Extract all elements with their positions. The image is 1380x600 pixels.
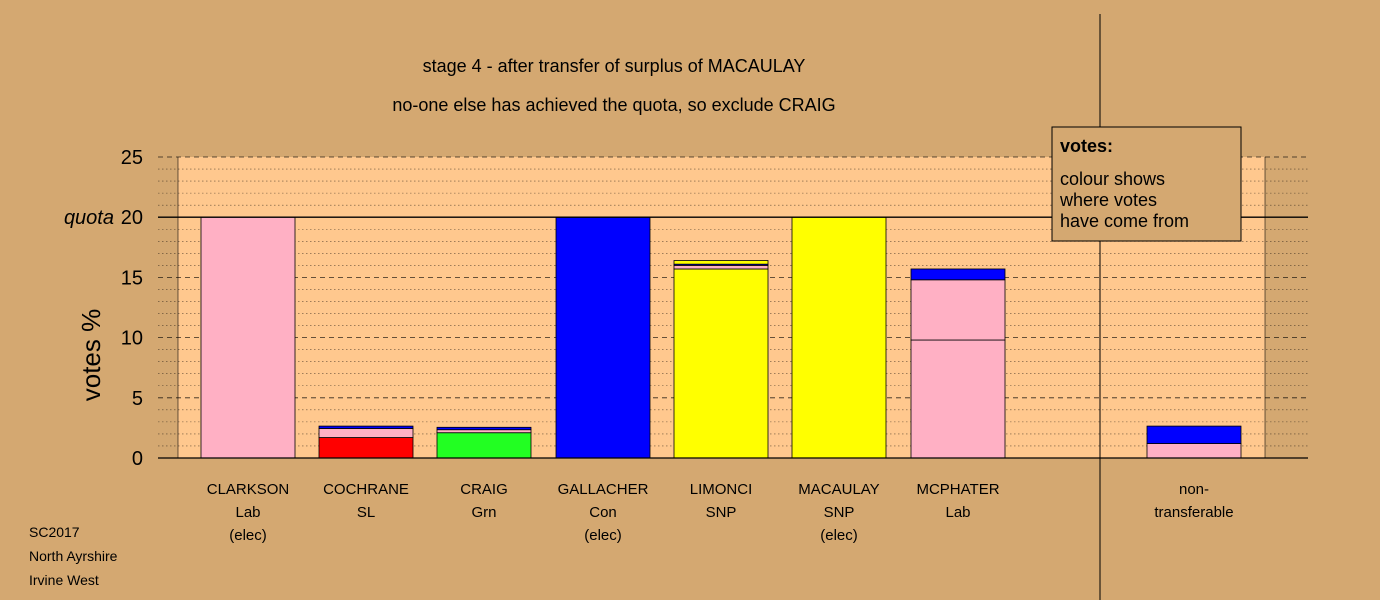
bar-segment xyxy=(1146,443,1242,459)
bar-gallacher xyxy=(555,216,651,459)
x-tick-label: MACAULAY xyxy=(798,481,879,498)
bar-segment xyxy=(436,429,532,434)
y-tick-label: 20 xyxy=(121,207,143,229)
footer: SC2017 North Ayrshire Irvine West xyxy=(29,520,117,592)
y-tick-label: 5 xyxy=(132,388,143,410)
bars xyxy=(200,216,1242,459)
bar-segment xyxy=(910,268,1006,281)
bar-mcphater xyxy=(910,268,1006,459)
bar-segment xyxy=(555,216,651,459)
legend-title: votes: xyxy=(1060,136,1113,156)
x-tick-label: CRAIG xyxy=(460,481,508,498)
chart-subtitle: no-one else has achieved the quota, so e… xyxy=(392,95,835,115)
bar-segment xyxy=(200,216,296,459)
y-tick-label: 15 xyxy=(121,267,143,289)
bar-segment xyxy=(318,428,414,438)
bar-segment xyxy=(318,425,414,429)
x-tick-label: COCHRANE xyxy=(323,481,409,498)
bar-segment xyxy=(910,339,1006,459)
bar-segment xyxy=(910,279,1006,341)
legend-line: where votes xyxy=(1059,190,1157,210)
bar-segment xyxy=(436,426,532,431)
footer-line: Irvine West xyxy=(29,572,99,588)
x-tick-label: Grn xyxy=(471,504,496,521)
chart-title: stage 4 - after transfer of surplus of M… xyxy=(423,56,806,76)
bar-segment xyxy=(791,216,887,459)
x-tick-label: Con xyxy=(589,504,617,521)
bar-segment xyxy=(436,432,532,459)
x-tick-label: (elec) xyxy=(584,527,622,544)
bar-macaulay xyxy=(791,216,887,459)
x-tick-label: SNP xyxy=(824,504,855,521)
x-tick-label: transferable xyxy=(1154,504,1233,521)
x-tick-label: (elec) xyxy=(229,527,267,544)
bar-clarkson xyxy=(200,216,296,459)
footer-line: North Ayrshire xyxy=(29,548,118,564)
bar-segment xyxy=(673,268,769,459)
x-tick-label: MCPHATER xyxy=(916,481,999,498)
quota-label: quota xyxy=(64,207,114,229)
bar-segment xyxy=(673,260,769,265)
y-axis-label: votes % xyxy=(76,309,106,402)
legend-line: have come from xyxy=(1060,211,1189,231)
x-tick-label: GALLACHER xyxy=(558,481,649,498)
bar-craig xyxy=(436,426,532,459)
y-tick-label: 25 xyxy=(121,147,143,169)
x-tick-label: Lab xyxy=(235,504,260,521)
x-tick-label: CLARKSON xyxy=(207,481,290,498)
x-tick-label: (elec) xyxy=(820,527,858,544)
x-axis-labels: CLARKSON Lab (elec) COCHRANE SL CRAIG Grn GALLA… xyxy=(207,481,1234,544)
footer-line: SC2017 xyxy=(29,524,80,540)
x-tick-label: SNP xyxy=(706,504,737,521)
x-tick-label: non- xyxy=(1179,481,1209,498)
x-tick-label: Lab xyxy=(945,504,970,521)
x-tick-label: SL xyxy=(357,504,375,521)
bar-segment xyxy=(1146,425,1242,444)
y-tick-label: 10 xyxy=(121,328,143,350)
x-tick-label: LIMONCI xyxy=(690,481,753,498)
legend-line: colour shows xyxy=(1060,169,1165,189)
bar-nontransferable xyxy=(1146,425,1242,459)
legend-box: votes: colour shows where votes have com… xyxy=(1051,126,1242,242)
bar-segment xyxy=(673,264,769,270)
bar-cochrane xyxy=(318,425,414,459)
y-tick-label: 0 xyxy=(132,448,143,470)
bar-limonci xyxy=(673,260,769,459)
bar-segment xyxy=(318,437,414,459)
